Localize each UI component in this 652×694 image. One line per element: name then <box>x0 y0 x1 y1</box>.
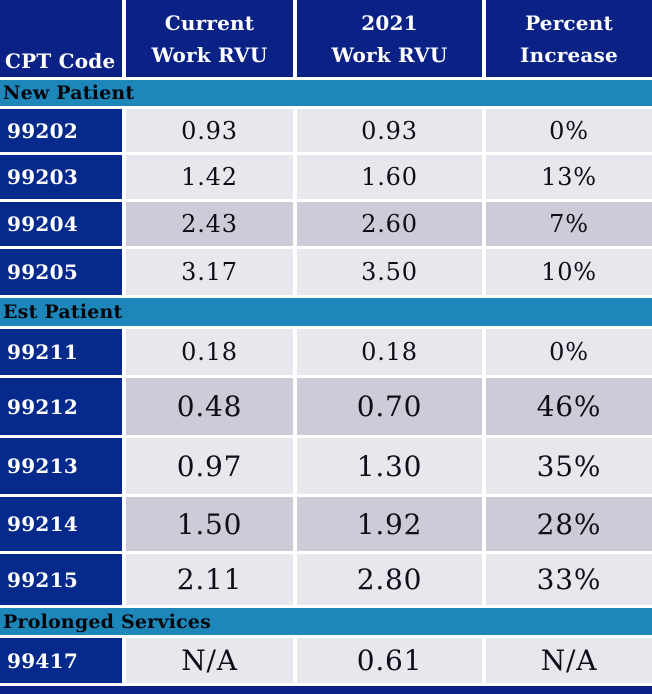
percent-increase-cell: 35% <box>486 438 652 494</box>
percent-increase-cell: 13% <box>486 155 652 199</box>
header-percent-line1: Percent <box>525 10 613 35</box>
rvu-2021-cell: 1.30 <box>297 438 482 494</box>
table-row-99215: 99215 2.11 2.80 33% <box>0 554 652 605</box>
percent-increase-cell: 46% <box>486 378 652 435</box>
table-row-99205: 99205 3.17 3.50 10% <box>0 249 652 295</box>
current-rvu-cell: N/A <box>126 638 293 683</box>
rvu-2021-cell: 1.92 <box>297 497 482 551</box>
table-row-99202: 99202 0.93 0.93 0% <box>0 109 652 152</box>
rvu-2021-cell: 1.60 <box>297 155 482 199</box>
current-rvu-cell: 1.42 <box>126 155 293 199</box>
table-row-99212: 99212 0.48 0.70 46% <box>0 378 652 435</box>
current-rvu-cell: 2.11 <box>126 554 293 605</box>
table-row-99213: 99213 0.97 1.30 35% <box>0 438 652 494</box>
header-cpt-code: CPT Code <box>0 0 122 77</box>
section-header-est-patient: Est Patient <box>0 298 652 326</box>
percent-increase-cell: 10% <box>486 249 652 295</box>
bottom-border-strip <box>0 686 652 694</box>
rvu-2021-cell: 2.60 <box>297 202 482 246</box>
header-percent-line2: Increase <box>520 42 618 67</box>
header-current-line1: Current <box>164 10 255 35</box>
percent-increase-cell: 0% <box>486 329 652 375</box>
table-row-99204: 99204 2.43 2.60 7% <box>0 202 652 246</box>
table-row-99211: 99211 0.18 0.18 0% <box>0 329 652 375</box>
header-2021-work-rvu: 2021 Work RVU <box>297 0 482 77</box>
cpt-code-cell: 99204 <box>0 202 122 246</box>
header-current-line2: Work RVU <box>151 42 268 67</box>
section-header-prolonged-services: Prolonged Services <box>0 608 652 635</box>
percent-increase-cell: N/A <box>486 638 652 683</box>
table-header-row: CPT Code Current Work RVU 2021 Work RVU … <box>0 0 652 77</box>
rvu-2021-cell: 0.61 <box>297 638 482 683</box>
rvu-2021-cell: 0.93 <box>297 109 482 152</box>
current-rvu-cell: 2.43 <box>126 202 293 246</box>
current-rvu-cell: 0.97 <box>126 438 293 494</box>
table-row-99417: 99417 N/A 0.61 N/A <box>0 638 652 683</box>
current-rvu-cell: 3.17 <box>126 249 293 295</box>
cpt-code-cell: 99205 <box>0 249 122 295</box>
cpt-code-cell: 99214 <box>0 497 122 551</box>
cpt-code-cell: 99211 <box>0 329 122 375</box>
table-row-99214: 99214 1.50 1.92 28% <box>0 497 652 551</box>
current-rvu-cell: 0.93 <box>126 109 293 152</box>
header-cpt-code-label: CPT Code <box>5 49 116 73</box>
current-rvu-cell: 1.50 <box>126 497 293 551</box>
current-rvu-cell: 0.18 <box>126 329 293 375</box>
header-percent-increase: Percent Increase <box>486 0 652 77</box>
cpt-code-cell: 99212 <box>0 378 122 435</box>
cpt-code-cell: 99215 <box>0 554 122 605</box>
header-2021-line2: Work RVU <box>331 42 448 67</box>
rvu-2021-cell: 2.80 <box>297 554 482 605</box>
percent-increase-cell: 0% <box>486 109 652 152</box>
header-current-work-rvu: Current Work RVU <box>126 0 293 77</box>
rvu-2021-cell: 3.50 <box>297 249 482 295</box>
cpt-code-cell: 99202 <box>0 109 122 152</box>
cpt-code-cell: 99203 <box>0 155 122 199</box>
cpt-code-cell: 99417 <box>0 638 122 683</box>
header-2021-line1: 2021 <box>361 10 418 35</box>
cpt-code-cell: 99213 <box>0 438 122 494</box>
percent-increase-cell: 33% <box>486 554 652 605</box>
rvu-2021-cell: 0.18 <box>297 329 482 375</box>
percent-increase-cell: 28% <box>486 497 652 551</box>
current-rvu-cell: 0.48 <box>126 378 293 435</box>
rvu-2021-cell: 0.70 <box>297 378 482 435</box>
table-row-99203: 99203 1.42 1.60 13% <box>0 155 652 199</box>
section-header-new-patient: New Patient <box>0 80 652 106</box>
percent-increase-cell: 7% <box>486 202 652 246</box>
